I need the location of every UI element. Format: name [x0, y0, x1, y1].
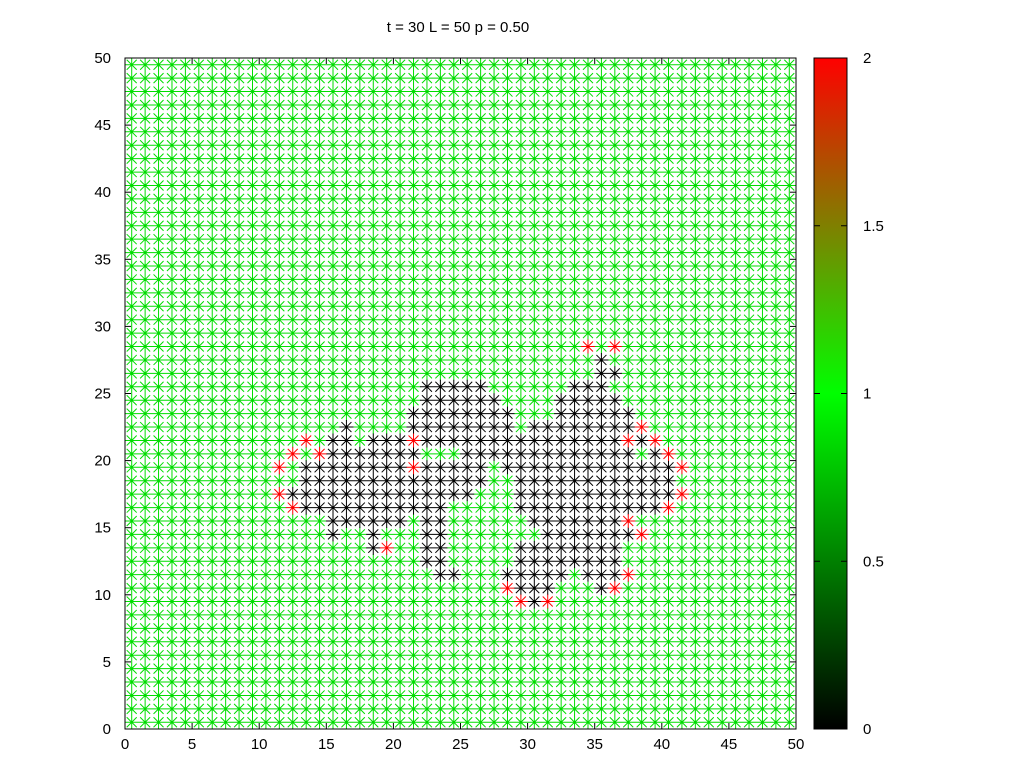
markers-state-2 — [272, 339, 689, 609]
x-tick-label: 50 — [788, 736, 805, 753]
x-tick-label: 30 — [519, 736, 536, 753]
x-tick-label: 20 — [385, 736, 402, 753]
markers-state-1 — [124, 57, 797, 730]
x-tick-label: 0 — [121, 736, 129, 753]
y-tick-label: 5 — [103, 654, 111, 671]
colorbar: 0 0.5 1 1.5 2 — [813, 50, 884, 738]
axis-ticks: 0 5 10 15 20 25 30 35 40 45 50 0 5 10 15 20 25 30 35 40 45 50 — [94, 50, 804, 753]
colorbar-tick-label: 1.5 — [863, 218, 884, 235]
y-tick-label: 20 — [94, 453, 111, 470]
y-tick-label: 0 — [103, 721, 111, 738]
y-tick-label: 40 — [94, 184, 111, 201]
y-tick-label: 10 — [94, 587, 111, 604]
y-tick-label: 25 — [94, 386, 111, 403]
lattice-markers — [124, 57, 797, 730]
x-tick-label: 35 — [586, 736, 603, 753]
x-tick-label: 15 — [318, 736, 335, 753]
y-tick-label: 15 — [94, 520, 111, 537]
y-tick-label: 45 — [94, 117, 111, 134]
y-tick-label: 35 — [94, 251, 111, 268]
x-tick-label: 45 — [721, 736, 738, 753]
y-tick-label: 30 — [94, 318, 111, 335]
colorbar-tick-label: 1 — [863, 386, 871, 403]
x-tick-label: 25 — [452, 736, 469, 753]
y-tick-label: 50 — [94, 50, 111, 67]
markers-state-0 — [285, 352, 676, 609]
chart-title: t = 30 L = 50 p = 0.50 — [387, 19, 529, 36]
colorbar-tick-label: 0 — [863, 721, 871, 738]
x-tick-label: 5 — [188, 736, 196, 753]
colorbar-tick-label: 0.5 — [863, 553, 884, 570]
x-tick-label: 10 — [251, 736, 268, 753]
colorbar-tick-label: 2 — [863, 50, 871, 67]
x-tick-label: 40 — [653, 736, 670, 753]
